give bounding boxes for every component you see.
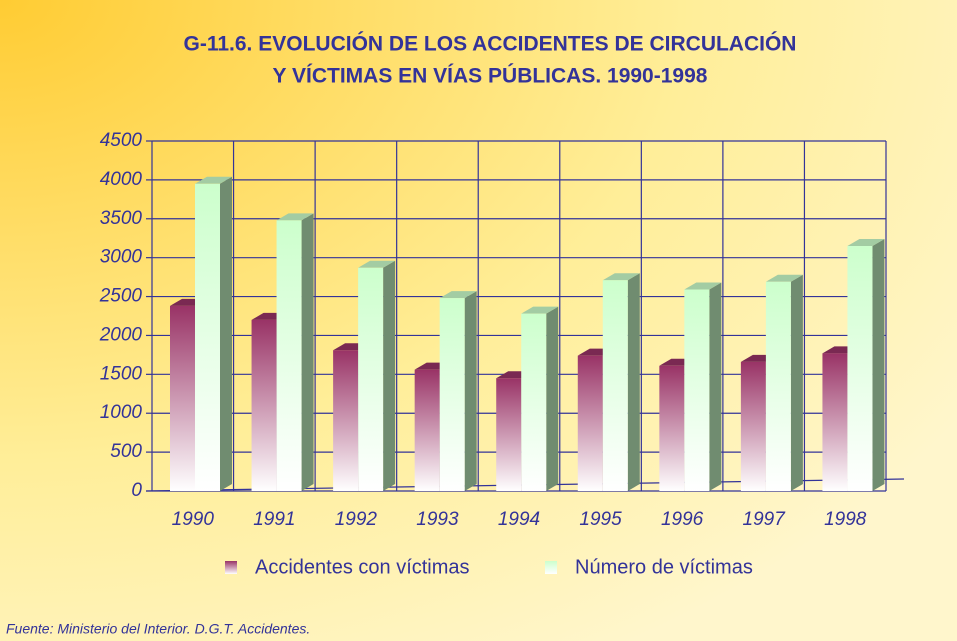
bar	[822, 353, 848, 491]
bar-side	[220, 176, 232, 491]
bar-top	[358, 260, 396, 268]
bar	[496, 378, 522, 491]
bar-side	[301, 213, 314, 492]
y-tick-label: 3000	[100, 247, 143, 268]
bar-top	[195, 176, 232, 184]
x-tick-label: 1998	[824, 509, 867, 530]
x-tick-label: 1997	[743, 509, 787, 530]
x-tick-label: 1995	[579, 509, 622, 530]
legend-swatch	[545, 561, 557, 574]
bar-top	[521, 306, 559, 314]
bar-side	[627, 273, 640, 491]
bar	[276, 220, 302, 492]
bar-side	[546, 306, 559, 491]
chart-title: G-11.6. EVOLUCIÓN DE LOS ACCIDENTES DE C…	[184, 32, 797, 56]
legend-label: Accidentes con víctimas	[255, 556, 470, 578]
x-tick-label: 1993	[416, 509, 459, 530]
bar-top	[684, 282, 722, 290]
legend-label: Número de víctimas	[575, 556, 753, 578]
x-tick-label: 1991	[253, 509, 295, 530]
y-tick-label: 2000	[99, 324, 143, 345]
y-tick-label: 500	[110, 441, 142, 462]
bar	[577, 355, 603, 491]
bar-top	[602, 273, 640, 281]
x-tick-label: 1994	[498, 509, 540, 530]
y-tick-label: 4500	[100, 130, 143, 151]
bar-side	[383, 260, 396, 491]
legend-swatch	[225, 561, 237, 574]
bar	[195, 183, 220, 491]
bar	[358, 267, 384, 491]
bar	[251, 319, 277, 491]
bar-side	[790, 274, 803, 491]
bar	[414, 369, 440, 491]
y-tick-label: 3500	[100, 208, 143, 229]
x-tick-label: 1990	[172, 509, 215, 530]
y-tick-label: 2500	[99, 286, 143, 307]
bar	[765, 281, 791, 491]
bar	[439, 298, 465, 491]
bar	[170, 305, 195, 491]
bar	[659, 365, 685, 491]
bar-top	[439, 291, 477, 299]
x-tick-label: 1992	[335, 509, 378, 530]
bar	[740, 361, 766, 491]
y-tick-label: 1500	[100, 363, 143, 384]
x-tick-label: 1996	[661, 509, 704, 530]
source: Fuente: Ministerio del Interior. D.G.T. …	[6, 621, 310, 637]
bar	[847, 246, 873, 491]
bar-top	[847, 239, 885, 246]
bar-side	[464, 291, 477, 491]
bar-top	[276, 213, 314, 221]
bar-side	[709, 282, 722, 491]
y-tick-label: 4000	[100, 169, 143, 190]
bar-top	[765, 274, 803, 282]
chart-title: Y VÍCTIMAS EN VÍAS PÚBLICAS. 1990-1998	[273, 64, 708, 88]
y-tick-label: 0	[131, 480, 142, 501]
bar-side	[872, 239, 885, 491]
bar	[333, 350, 359, 491]
y-tick-label: 1000	[100, 402, 143, 423]
bar	[684, 289, 710, 491]
bar	[602, 280, 628, 491]
bar	[521, 313, 547, 491]
